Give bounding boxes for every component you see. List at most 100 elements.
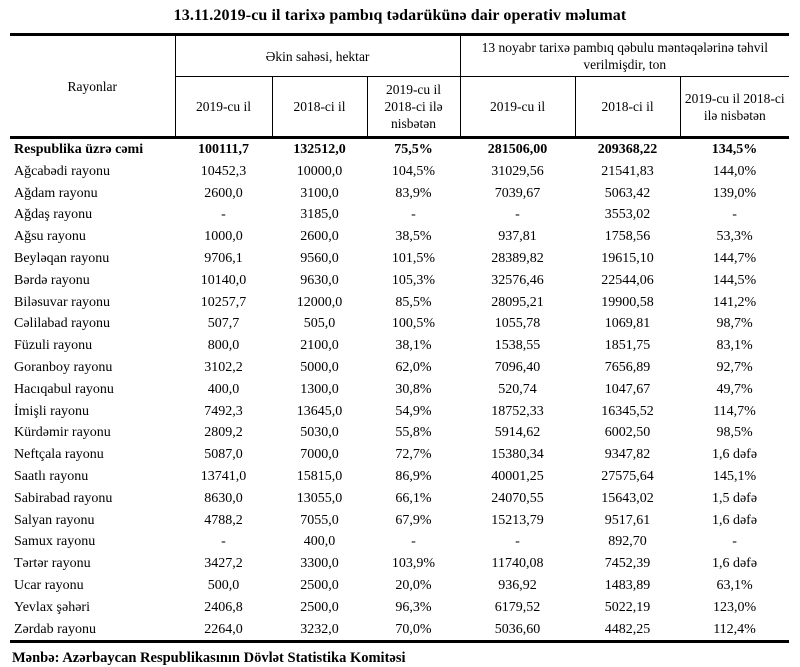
- cell-value: 38,1%: [395, 338, 432, 354]
- table-row: İmişli rayonu 7492,3 13645,0 54,9% 18752,33 1…: [10, 401, 789, 423]
- cell-region-name: Ağdaş rayonu: [14, 207, 93, 223]
- cell-value: 62,0%: [395, 359, 432, 375]
- cell-value: 92,7%: [716, 359, 753, 375]
- cell-value: 1538,55: [494, 338, 541, 354]
- cell-value: 9347,82: [604, 447, 651, 463]
- cell-value: 5087,0: [204, 447, 243, 463]
- cell-value: 5000,0: [300, 359, 339, 375]
- cell-value: 132512,0: [293, 142, 346, 157]
- col-header-tehvil-nisbet: 2019-cu il 2018-ci ilə nisbətən: [680, 76, 790, 139]
- cell-value: 892,70: [608, 534, 647, 550]
- cell-value: 800,0: [207, 338, 240, 354]
- cell-value: 13055,0: [296, 490, 343, 506]
- table-header: Rayonlar Əkin sahəsi, hektar 13 noyabr t…: [10, 34, 790, 139]
- cell-value: 63,1%: [716, 577, 753, 593]
- cell-value: 105,3%: [391, 272, 436, 288]
- cell-value: 1,6 dəfə: [711, 512, 758, 528]
- col-group-tehvil-verilmisdir: 13 noyabr tarixə pambıq qəbulu məntəqələ…: [460, 34, 790, 77]
- cell-value: 3232,0: [300, 621, 339, 637]
- cell-value: 7039,67: [494, 185, 541, 201]
- cell-value: -: [411, 207, 416, 223]
- cell-value: 75,5%: [394, 142, 433, 157]
- cell-value: 49,7%: [716, 381, 753, 397]
- cell-value: 20,0%: [395, 577, 432, 593]
- col-header-tehvil-2019: 2019-cu il: [460, 76, 576, 139]
- cell-value: 7000,0: [300, 447, 339, 463]
- cell-value: 6179,52: [494, 599, 541, 615]
- cell-value: 9630,0: [300, 272, 339, 288]
- cell-value: 144,0%: [712, 163, 757, 179]
- header-group-row: Rayonlar Əkin sahəsi, hektar 13 noyabr t…: [10, 34, 790, 139]
- table-row: Saatlı rayonu 13741,0 15815,0 86,9% 40001,25…: [10, 466, 789, 488]
- cell-region-name: Bərdə rayonu: [14, 272, 90, 288]
- cell-value: 141,2%: [712, 294, 757, 310]
- cell-region-name: Beyləqan rayonu: [14, 250, 110, 266]
- cell-value: 209368,22: [597, 142, 658, 157]
- cell-value: 400,0: [207, 381, 240, 397]
- cell-value: 96,3%: [395, 599, 432, 615]
- cell-value: 3300,0: [300, 556, 339, 572]
- cell-value: 145,1%: [712, 468, 757, 484]
- cell-value: -: [221, 534, 226, 550]
- cell-value: 3102,2: [204, 359, 243, 375]
- table-row: Cəlilabad rayonu 507,7 505,0 100,5% 1055,78 1…: [10, 313, 789, 335]
- cell-value: 103,9%: [391, 556, 436, 572]
- cell-region-name: Respublika üzrə cəmi: [14, 142, 144, 157]
- cell-value: 520,74: [498, 381, 537, 397]
- col-header-rayonlar: Rayonlar: [10, 34, 176, 139]
- cell-value: 30,8%: [395, 381, 432, 397]
- cell-value: 144,5%: [712, 272, 757, 288]
- cell-value: 15815,0: [296, 468, 343, 484]
- cell-value: -: [515, 207, 520, 223]
- col-header-ekin-2019: 2019-cu il: [175, 76, 273, 139]
- cell-value: 2264,0: [204, 621, 243, 637]
- cell-value: 27575,64: [601, 468, 654, 484]
- col-group-ekin-sahesi: Əkin sahəsi, hektar: [175, 34, 461, 77]
- cell-region-name: Biləsuvar rayonu: [14, 294, 111, 310]
- table-body: Respublika üzrə cəmi 100111,7 132512,0 75,5…: [10, 138, 789, 642]
- cell-value: 1000,0: [204, 229, 243, 245]
- cell-value: 28095,21: [491, 294, 544, 310]
- cell-region-name: Yevlax şəhəri: [14, 599, 90, 615]
- table-row: Füzuli rayonu 800,0 2100,0 38,1% 1538,55 1851…: [10, 335, 789, 357]
- cell-value: 100111,7: [198, 142, 249, 157]
- cell-region-name: Hacıqabul rayonu: [14, 381, 114, 397]
- cell-value: 53,3%: [716, 229, 753, 245]
- table-row: Bərdə rayonu 10140,0 9630,0 105,3% 32576,46 2…: [10, 270, 789, 292]
- cell-region-name: Füzuli rayonu: [14, 338, 93, 354]
- cell-value: 72,7%: [395, 447, 432, 463]
- cell-value: 15643,02: [601, 490, 654, 506]
- cell-value: 10452,3: [200, 163, 247, 179]
- cell-value: 8630,0: [204, 490, 243, 506]
- cell-value: 7492,3: [204, 403, 243, 419]
- cell-value: 4482,25: [604, 621, 651, 637]
- cell-value: -: [732, 207, 737, 223]
- cell-value: 85,5%: [395, 294, 432, 310]
- cell-value: 10257,7: [200, 294, 247, 310]
- col-header-ekin-2018: 2018-ci il: [272, 76, 368, 139]
- cell-value: 70,0%: [395, 621, 432, 637]
- cell-value: 2500,0: [300, 599, 339, 615]
- cell-value: -: [411, 534, 416, 550]
- cell-region-name: Zərdab rayonu: [14, 621, 97, 637]
- table-row: Biləsuvar rayonu 10257,7 12000,0 85,5% 28095…: [10, 292, 789, 314]
- cell-value: 2406,8: [204, 599, 243, 615]
- cell-region-name: Cəlilabad rayonu: [14, 316, 111, 332]
- cell-value: 83,9%: [395, 185, 432, 201]
- cell-value: 11740,08: [491, 556, 544, 572]
- cell-value: 12000,0: [296, 294, 343, 310]
- table-row: Samux rayonu - 400,0 - - 892,70 -: [10, 531, 789, 553]
- cell-value: 7656,89: [604, 359, 651, 375]
- table-row: Sabirabad rayonu 8630,0 13055,0 66,1% 24070,…: [10, 488, 789, 510]
- cell-value: 86,9%: [395, 468, 432, 484]
- cell-value: 4788,2: [204, 512, 243, 528]
- cell-value: 1851,75: [604, 338, 651, 354]
- cell-value: 19615,10: [601, 250, 654, 266]
- cell-value: 2500,0: [300, 577, 339, 593]
- table-row: Ağsu rayonu 1000,0 2600,0 38,5% 937,81 1758,5…: [10, 226, 789, 248]
- cell-region-name: Salyan rayonu: [14, 512, 95, 528]
- header-sub-row: 2019-cu il 2018-ci il 2019-cu il 2018-ci…: [10, 76, 790, 139]
- col-header-tehvil-2018: 2018-ci il: [575, 76, 681, 139]
- cell-region-name: Ucar rayonu: [14, 577, 84, 593]
